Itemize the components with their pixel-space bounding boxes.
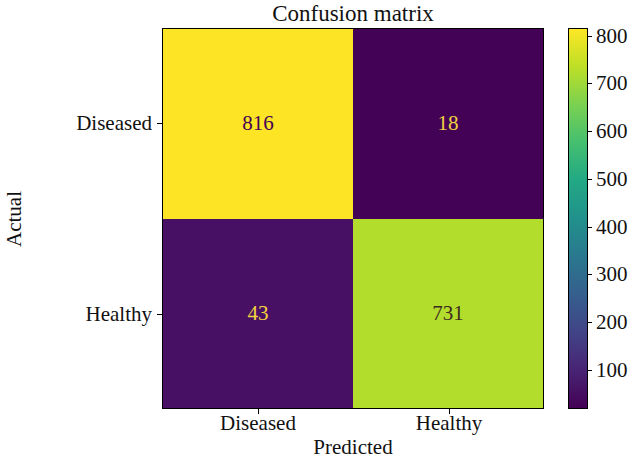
- heatmap-grid: 816 18 43 731: [162, 28, 544, 409]
- colorbar-tick-mark: [588, 274, 592, 275]
- cell-value: 18: [438, 111, 459, 136]
- matrix-cell-actual-healthy-pred-diseased: 43: [163, 219, 353, 409]
- colorbar-tick-label: 800: [596, 24, 628, 46]
- confusion-matrix-figure: Confusion matrix Actual Diseased Healthy…: [0, 0, 640, 468]
- x-axis-label: Predicted: [162, 435, 544, 460]
- matrix-cell-actual-healthy-pred-healthy: 731: [353, 219, 543, 409]
- colorbar-tick-label: 300: [596, 263, 628, 285]
- colorbar-tick-mark: [588, 227, 592, 228]
- colorbar-tick-mark: [588, 179, 592, 180]
- y-tick-label-diseased: Diseased: [0, 112, 152, 134]
- y-axis-label: Actual: [2, 191, 27, 247]
- colorbar-tick-label: 600: [596, 120, 628, 142]
- chart-title: Confusion matrix: [162, 1, 544, 27]
- colorbar-tick-mark: [588, 370, 592, 371]
- x-tick-label-healthy: Healthy: [369, 412, 529, 434]
- colorbar-gradient: [568, 28, 588, 409]
- colorbar-tick-label: 700: [596, 72, 628, 94]
- cell-value: 43: [248, 301, 269, 326]
- x-tick-label-diseased: Diseased: [178, 412, 338, 434]
- colorbar-tick-label: 100: [596, 358, 628, 380]
- colorbar-tick-mark: [588, 131, 592, 132]
- matrix-cell-actual-diseased-pred-diseased: 816: [163, 29, 353, 219]
- colorbar-tick-mark: [588, 322, 592, 323]
- colorbar-tick-label: 200: [596, 311, 628, 333]
- cell-value: 731: [432, 301, 464, 326]
- colorbar-tick-mark: [588, 83, 592, 84]
- matrix-cell-actual-diseased-pred-healthy: 18: [353, 29, 543, 219]
- colorbar-tick-mark: [588, 36, 592, 37]
- y-tick-label-healthy: Healthy: [0, 303, 152, 325]
- cell-value: 816: [242, 111, 274, 136]
- colorbar-tick-label: 400: [596, 215, 628, 237]
- colorbar-tick-label: 500: [596, 167, 628, 189]
